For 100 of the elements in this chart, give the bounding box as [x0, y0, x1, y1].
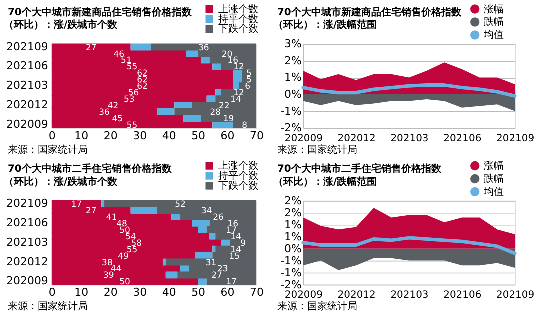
- data-label: 38: [102, 257, 113, 268]
- chart-subtitle: （环比）：涨/跌城市个数: [4, 19, 119, 32]
- data-label: 50: [120, 276, 130, 287]
- chart-title: 70个大中城市二手住宅销售价格指数: [8, 162, 173, 175]
- y-tick-label: 1%: [284, 218, 302, 232]
- bar: [174, 102, 192, 110]
- bar: [102, 200, 105, 208]
- data-label: 8: [242, 120, 248, 130]
- data-label: 45: [112, 114, 124, 124]
- x-tick-label: 40: [162, 286, 176, 300]
- source-note: 来源：国家统计局: [277, 300, 358, 313]
- line-series: [302, 236, 517, 256]
- data-label: 16: [228, 218, 239, 228]
- bar: [162, 258, 166, 266]
- line-series: [302, 84, 517, 98]
- data-label: 52: [175, 198, 186, 209]
- bar: [186, 50, 198, 58]
- x-tick-label: 202012: [338, 134, 376, 145]
- y-tick-label: 1%: [284, 71, 302, 84]
- data-label: 27: [86, 42, 97, 52]
- data-label: 9: [240, 238, 246, 248]
- data-label: 53: [124, 94, 135, 104]
- data-label: 34: [201, 205, 212, 216]
- y-tick-label: 202106: [6, 216, 48, 230]
- y-tick-label: 202012: [6, 98, 48, 112]
- y-tick-label: 202009: [6, 274, 48, 288]
- x-tick-label: 70: [250, 130, 264, 143]
- data-label: 55: [126, 120, 138, 130]
- data-label: 36: [99, 107, 110, 118]
- y-tick-label: 202109: [6, 40, 48, 54]
- y-tick-label: 202109: [6, 196, 48, 210]
- bar: [195, 252, 213, 260]
- legend-label: 跌幅: [484, 172, 504, 185]
- x-tick-label: 30: [133, 130, 148, 143]
- legend-label: 涨幅: [484, 3, 504, 16]
- data-label: 17: [226, 276, 238, 287]
- y-tick-label: 0%: [284, 242, 302, 256]
- data-label: 28: [210, 107, 221, 118]
- data-label: 27: [212, 270, 222, 280]
- x-tick-label: 50: [192, 130, 206, 143]
- chart-title: 70个大中城市新建商品住宅销售价格指数: [8, 6, 193, 18]
- data-label: 17: [71, 198, 82, 209]
- x-tick-label: 20: [104, 286, 118, 300]
- chart-title: 70个大中城市新建商品住宅销售价格指数: [277, 6, 462, 18]
- x-tick-label: 20: [104, 130, 118, 143]
- data-label: 26: [213, 212, 224, 222]
- y-tick-label: 202012: [6, 255, 48, 268]
- x-tick-label: 60: [220, 286, 235, 300]
- legend-label: 持平个数: [218, 13, 259, 26]
- data-label: 62: [137, 81, 148, 92]
- data-label: 19: [223, 114, 234, 124]
- source-note: 来源：国家统计局: [8, 300, 88, 313]
- x-tick-label: 10: [74, 286, 89, 300]
- x-tick-label: 202109: [496, 290, 535, 302]
- legend-label: 上涨个数: [218, 160, 259, 172]
- legend-label: 均值: [483, 29, 504, 42]
- y-tick-label: 1%: [284, 230, 302, 244]
- y-tick-label: 202106: [6, 60, 48, 73]
- data-label: 41: [106, 212, 118, 222]
- legend-label: 下跌个数: [218, 180, 259, 192]
- y-tick-label: -1%: [280, 104, 302, 118]
- legend-label: 上涨个数: [218, 3, 259, 16]
- y-tick-label: -1%: [280, 266, 302, 280]
- data-label: 49: [118, 250, 129, 261]
- data-label: 36: [198, 42, 210, 52]
- source-note: 来源：国家统计局: [8, 144, 88, 156]
- source-note: 来源：国家统计局: [277, 144, 358, 156]
- x-tick-label: 40: [162, 130, 176, 143]
- legend-label: 跌幅: [484, 16, 504, 28]
- y-tick-label: 3%: [284, 38, 302, 51]
- bar: [212, 121, 234, 128]
- chart-title: 70个大中城市二手住宅销售价格指数: [277, 162, 442, 175]
- legend-label: 均值: [483, 186, 504, 198]
- y-tick-label: 202009: [6, 118, 48, 131]
- x-tick-label: 202109: [496, 134, 535, 145]
- bar: [212, 246, 216, 253]
- legend-label: 涨幅: [484, 160, 504, 172]
- y-tick-label: 2%: [284, 54, 302, 68]
- y-tick-label: 2%: [284, 206, 302, 220]
- y-tick-label: -1%: [280, 254, 302, 268]
- y-tick-label: 0%: [284, 88, 302, 102]
- bar: [172, 213, 181, 220]
- x-tick-label: 202012: [338, 290, 376, 302]
- bar: [183, 115, 201, 122]
- x-tick-label: 202103: [390, 290, 429, 302]
- bar: [130, 44, 152, 51]
- y-tick-label: -2%: [280, 122, 302, 135]
- x-tick-label: 0: [48, 286, 56, 300]
- chart-subtitle: （环比）：涨/跌城市个数: [4, 176, 119, 188]
- legend-label: 持平个数: [218, 170, 259, 182]
- x-tick-label: 30: [133, 286, 148, 300]
- x-tick-label: 0: [48, 130, 56, 143]
- bar: [212, 63, 222, 70]
- data-label: 27: [86, 205, 97, 216]
- x-tick-label: 70: [250, 286, 264, 300]
- y-tick-label: 202103: [6, 79, 48, 92]
- data-label: 42: [108, 100, 119, 111]
- data-label: 39: [104, 270, 114, 280]
- x-tick-label: 60: [220, 130, 235, 143]
- data-label: 12: [234, 62, 244, 72]
